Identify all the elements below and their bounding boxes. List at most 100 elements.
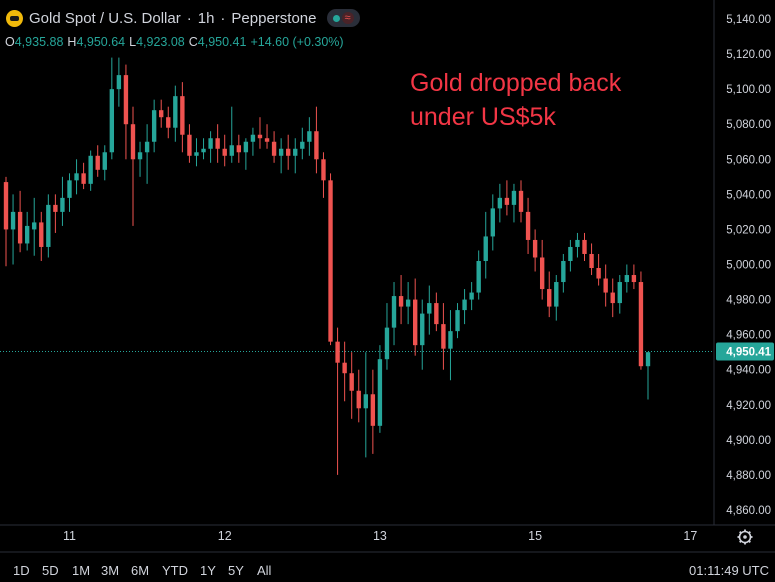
- time-tick-label: 15: [528, 529, 542, 543]
- candle: [342, 341, 347, 402]
- candle: [314, 106, 319, 174]
- timeframe-6m[interactable]: 6M: [131, 563, 150, 578]
- gear-tooth: [739, 531, 742, 534]
- candle: [32, 197, 37, 256]
- candle: [293, 138, 298, 174]
- candle-body: [215, 138, 220, 149]
- settings-gear-icon[interactable]: [737, 529, 753, 545]
- time-tick-label: 11: [63, 529, 76, 543]
- candle: [462, 289, 467, 325]
- market-status-pill[interactable]: ≈: [326, 9, 360, 27]
- timeframe-5d[interactable]: 5D: [42, 563, 59, 578]
- candle: [617, 275, 622, 314]
- candle: [130, 106, 136, 226]
- candle-body: [81, 173, 86, 184]
- candle-body: [74, 173, 79, 181]
- open-label: O: [5, 35, 15, 49]
- price-axis[interactable]: 5,140.00 5,120.00 5,100.00 5,080.00 5,060.00…: [726, 14, 771, 517]
- candle: [561, 253, 566, 293]
- candle: [349, 352, 354, 419]
- gear-hub: [743, 535, 747, 539]
- timeframe-ytd[interactable]: YTD: [162, 563, 188, 578]
- interval-label: 1h: [197, 9, 215, 27]
- timeframe-all[interactable]: All: [257, 563, 272, 578]
- candle: [300, 127, 305, 160]
- candle-body: [377, 359, 383, 426]
- timeframe-5y[interactable]: 5Y: [228, 563, 244, 578]
- candle: [60, 176, 65, 226]
- candle: [208, 131, 213, 163]
- candle: [201, 138, 206, 160]
- candle: [370, 369, 376, 454]
- candle-body: [490, 208, 495, 237]
- change-value: +14.60 (+0.30%): [250, 35, 344, 49]
- candle-body: [17, 211, 23, 244]
- candle-body: [314, 131, 319, 160]
- candle: [412, 278, 418, 356]
- candle: [398, 275, 404, 325]
- candle: [151, 99, 157, 153]
- price-tick-label: 4,940.00: [726, 365, 771, 377]
- candle-body: [575, 239, 580, 247]
- candle-body: [243, 141, 249, 153]
- candle: [624, 264, 630, 293]
- candle-series: [3, 57, 651, 475]
- candle-body: [342, 362, 347, 374]
- candle-body: [434, 303, 439, 325]
- candle-body: [321, 159, 326, 181]
- candle-body: [53, 204, 58, 212]
- candle-body: [307, 131, 312, 142]
- candle-body: [180, 96, 185, 135]
- candle-body: [518, 190, 524, 212]
- candle-body: [497, 197, 503, 209]
- close-value: 4,950.41: [197, 35, 247, 49]
- candle-body: [405, 299, 411, 307]
- time-tick-label: 12: [218, 529, 232, 543]
- candle-body: [102, 152, 107, 170]
- symbol-header[interactable]: Gold Spot / U.S. Dollar · 1h · Peppersto…: [6, 9, 360, 27]
- candle: [638, 271, 644, 370]
- candle-body: [462, 299, 467, 311]
- price-tick-label: 5,040.00: [726, 189, 771, 201]
- candle-body: [511, 190, 517, 205]
- candle-body: [3, 182, 9, 230]
- candle-body: [469, 292, 474, 300]
- candle: [180, 82, 185, 153]
- candle-body: [46, 204, 51, 247]
- candle: [3, 176, 9, 267]
- candle-body: [229, 145, 234, 156]
- candle-body: [441, 324, 446, 349]
- timeframe-1y[interactable]: 1Y: [200, 563, 216, 578]
- candle-body: [39, 222, 44, 247]
- grid-lines: [0, 0, 775, 553]
- utc-clock[interactable]: 01:11:49 UTC: [689, 563, 769, 578]
- candle-body: [236, 145, 242, 153]
- candle-body: [455, 310, 460, 332]
- candle: [448, 310, 453, 381]
- candle: [568, 239, 573, 272]
- candle-body: [582, 239, 587, 254]
- annotation-line-2: under US$5k: [410, 103, 556, 131]
- candle-body: [525, 211, 531, 240]
- candle: [377, 345, 383, 433]
- candle: [427, 285, 432, 335]
- timeframe-3m[interactable]: 3M: [101, 563, 120, 578]
- gear-tooth: [739, 540, 742, 543]
- candle: [123, 64, 129, 160]
- timeframe-1m[interactable]: 1M: [72, 563, 91, 578]
- price-tick-label: 5,120.00: [726, 49, 771, 61]
- candle: [589, 243, 594, 276]
- candle: [159, 99, 164, 128]
- candle: [250, 127, 256, 156]
- candle-body: [60, 197, 65, 212]
- price-tick-label: 4,860.00: [726, 505, 771, 517]
- wave-icon: ≈: [341, 12, 354, 24]
- timeframe-1d[interactable]: 1D: [13, 563, 30, 578]
- time-axis[interactable]: 11 12 13 15 17: [63, 529, 753, 545]
- market-open-icon: [332, 14, 340, 22]
- symbol-name: Gold Spot / U.S. Dollar: [29, 9, 181, 27]
- price-tick-label: 4,880.00: [726, 470, 771, 482]
- current-price-tag: 4,950.41: [716, 342, 774, 361]
